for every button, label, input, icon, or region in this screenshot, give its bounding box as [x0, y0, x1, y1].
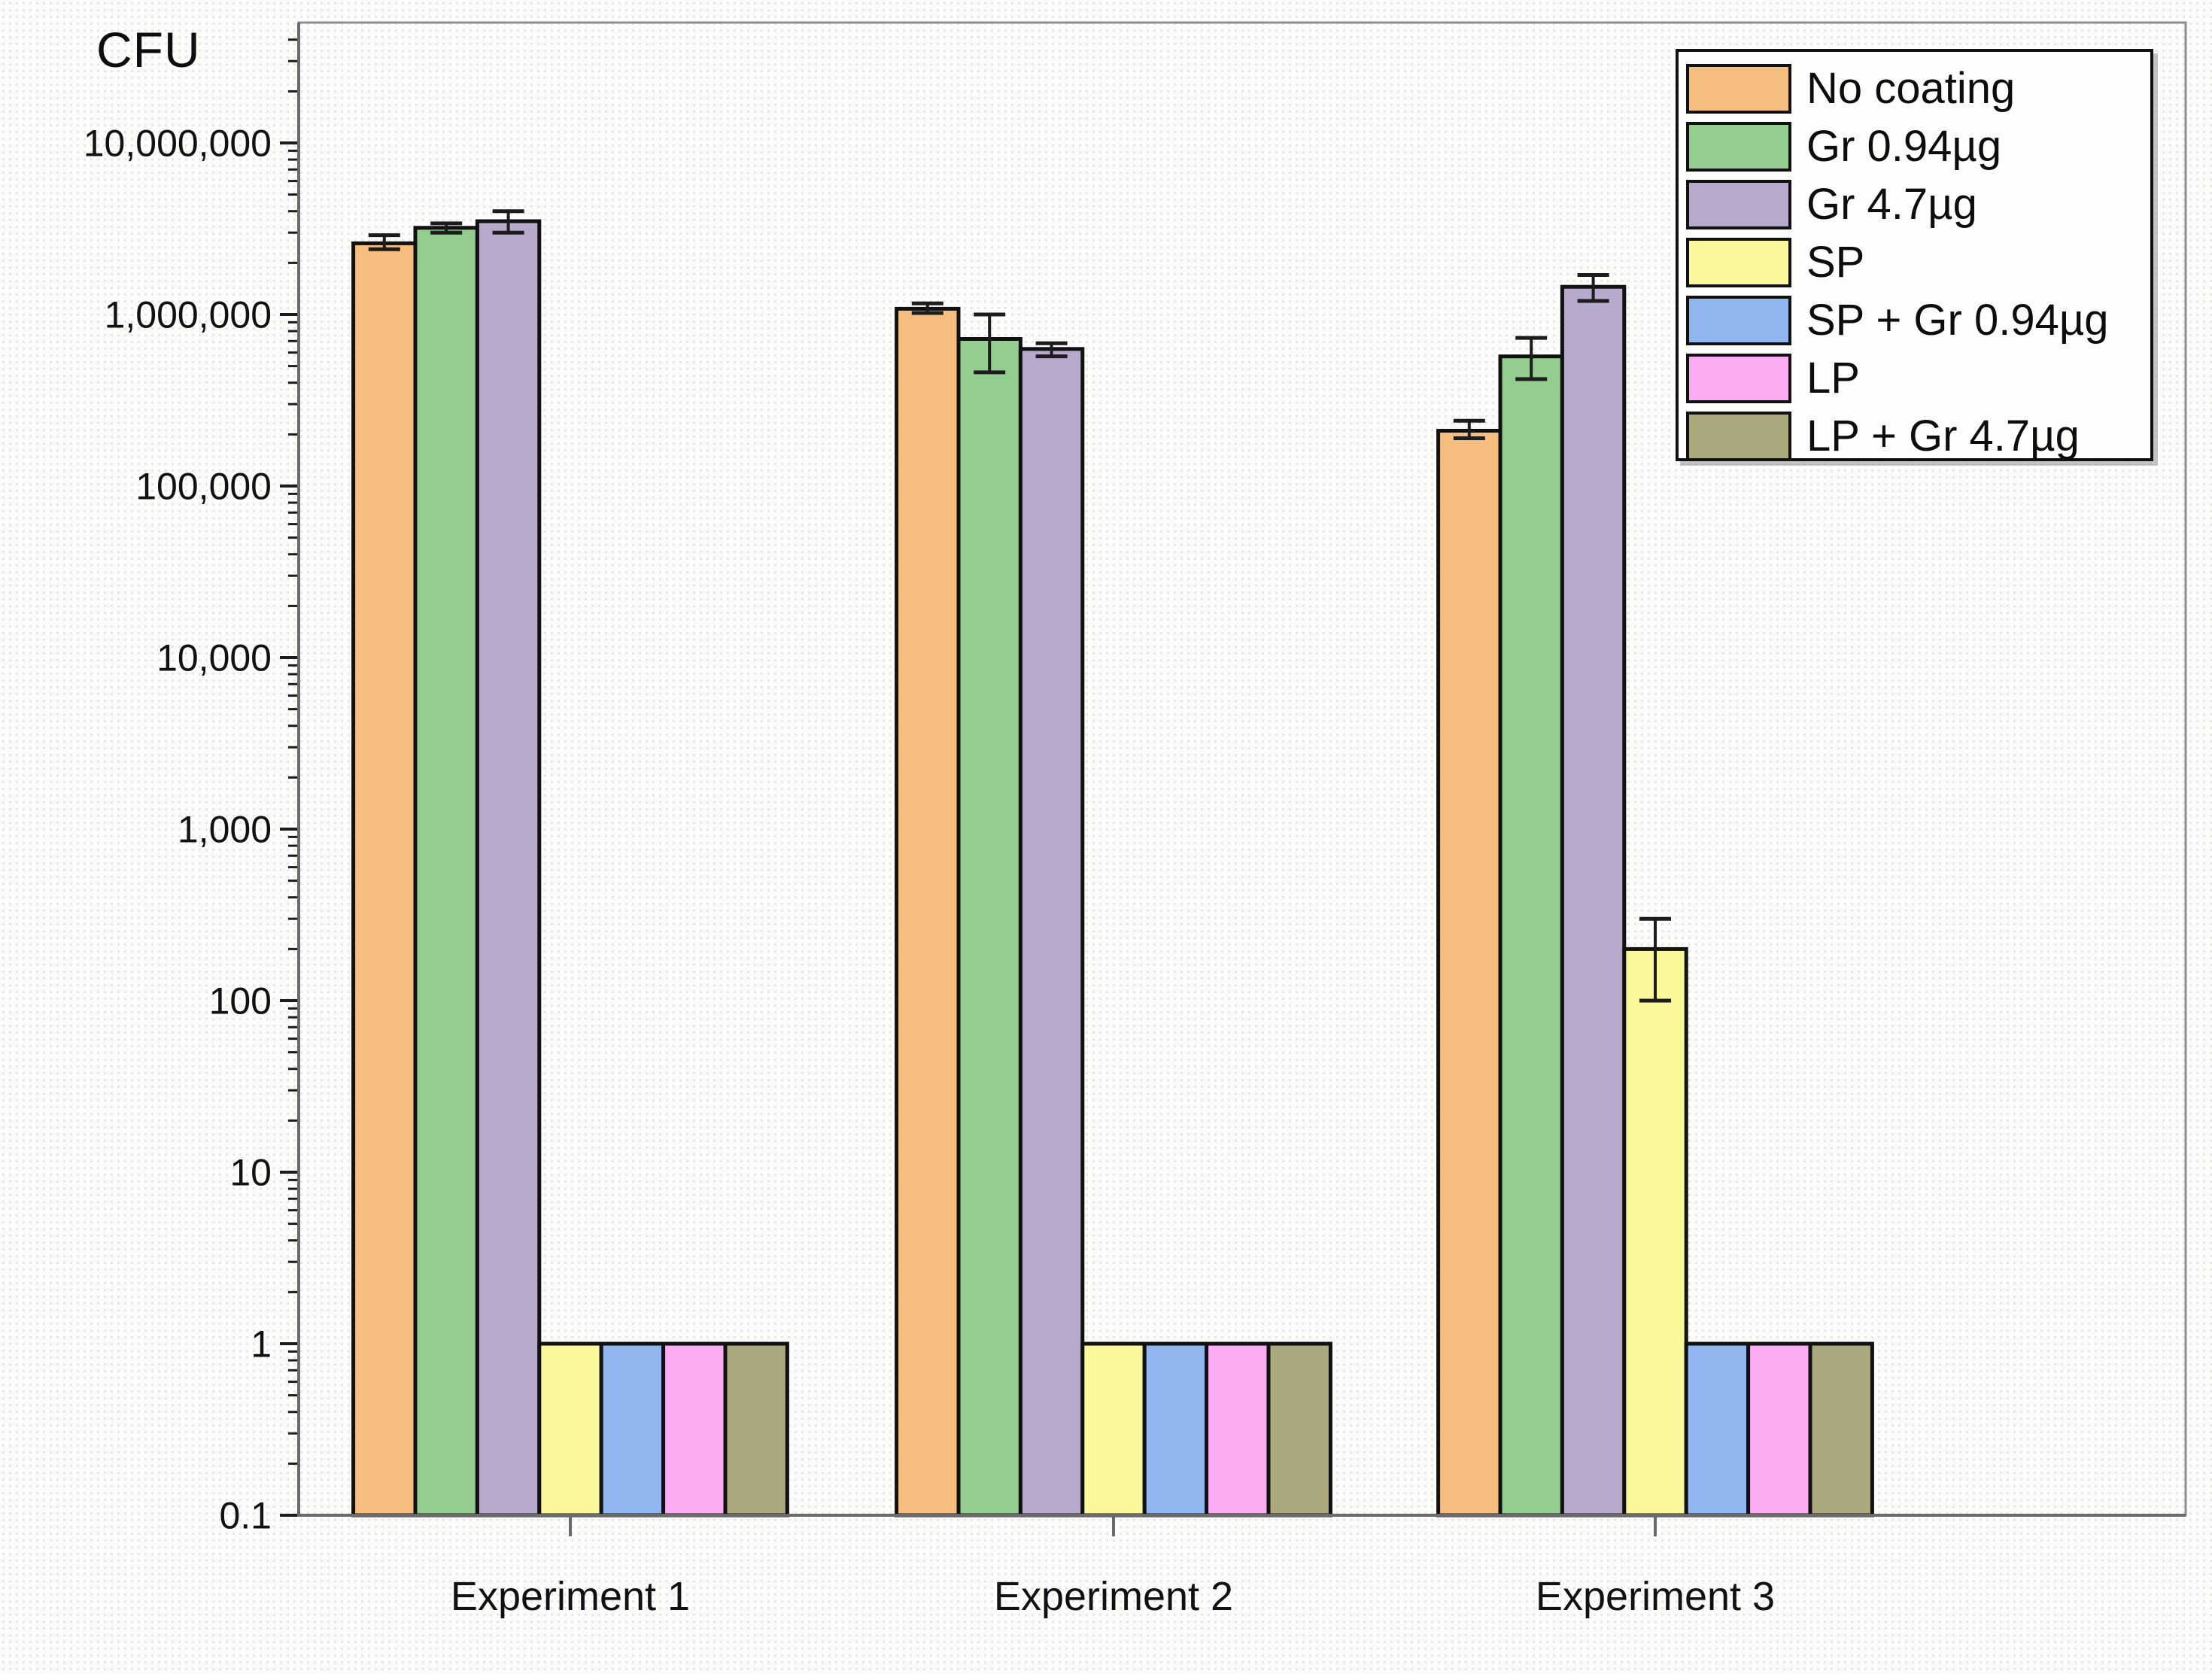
bar-s6-c2	[1808, 1341, 1874, 1518]
bar-s2-c1	[1018, 347, 1085, 1518]
legend-item-5: LP	[1686, 349, 2150, 407]
bar-s1-c1	[956, 337, 1022, 1518]
legend-item-1: Gr 0.94µg	[1686, 117, 2150, 175]
x-category-label: Experiment 1	[451, 1574, 690, 1619]
y-tick-label: 10,000,000	[84, 123, 272, 165]
legend-swatch-5	[1686, 353, 1791, 403]
y-tick-label: 100	[209, 980, 272, 1022]
legend-label-0: No coating	[1806, 63, 2016, 113]
bar-s2-c0	[475, 219, 542, 1518]
error-bar-s0-c2	[1453, 418, 1485, 440]
y-tick-label: 1,000,000	[105, 294, 272, 336]
legend-item-3: SP	[1686, 233, 2150, 291]
y-axis: 0.1 1 10 100 1,000 10,000 100,000 1,000,000 10,0…	[84, 38, 299, 1537]
legend-swatch-4	[1686, 295, 1791, 345]
bars-group	[351, 209, 1874, 1518]
legend-swatch-2	[1686, 179, 1791, 229]
legend-item-2: Gr 4.7µg	[1686, 175, 2150, 233]
y-tick-label: 1,000	[178, 809, 272, 851]
bar-s1-c0	[413, 226, 479, 1518]
legend-label-2: Gr 4.7µg	[1806, 179, 1977, 229]
bar-s3-c0	[537, 1341, 603, 1518]
legend-label-4: SP + Gr 0.94µg	[1806, 295, 2109, 345]
legend-item-0: No coating	[1686, 59, 2150, 117]
bar-s6-c0	[723, 1341, 789, 1518]
error-bar-s2-c0	[492, 209, 524, 235]
legend-label-1: Gr 0.94µg	[1806, 121, 2002, 171]
bar-s5-c2	[1746, 1341, 1812, 1518]
legend-swatch-3	[1686, 237, 1791, 287]
bar-s4-c2	[1684, 1341, 1751, 1518]
legend-swatch-0	[1686, 63, 1791, 114]
y-tick-label: 10,000	[156, 637, 272, 679]
y-tick-label: 0.1	[219, 1495, 272, 1537]
error-bar-s0-c0	[368, 233, 400, 251]
bar-s0-c2	[1436, 429, 1503, 1518]
bar-s0-c0	[351, 241, 418, 1518]
legend-label-6: LP + Gr 4.7µg	[1806, 411, 2080, 460]
legend-label-3: SP	[1806, 237, 1865, 287]
legend-item-4: SP + Gr 0.94µg	[1686, 291, 2150, 349]
bar-s6-c1	[1266, 1341, 1332, 1518]
error-bar-s2-c1	[1035, 341, 1068, 359]
legend-label-5: LP	[1806, 353, 1860, 403]
legend-swatch-1	[1686, 121, 1791, 172]
legend-item-6: LP + Gr 4.7µg	[1686, 407, 2150, 465]
bar-s4-c0	[599, 1341, 666, 1518]
x-axis: Experiment 1 Experiment 2 Experiment 3	[451, 1515, 1775, 1619]
bar-s0-c1	[895, 306, 961, 1518]
error-bar-s1-c1	[974, 312, 1006, 375]
error-bar-s0-c1	[911, 301, 943, 315]
error-bar-s1-c2	[1515, 336, 1548, 381]
error-bar-s1-c0	[430, 221, 463, 235]
x-category-label: Experiment 3	[1536, 1574, 1775, 1619]
bar-s5-c1	[1205, 1341, 1271, 1518]
legend-swatch-6	[1686, 411, 1791, 461]
bar-s3-c1	[1080, 1341, 1147, 1518]
bar-s5-c0	[661, 1341, 728, 1518]
bar-s1-c2	[1498, 354, 1564, 1518]
bar-s2-c2	[1560, 284, 1627, 1518]
error-bar-s3-c2	[1639, 916, 1671, 1003]
legend-box: No coating Gr 0.94µg Gr 4.7µg SP SP + Gr 0.9…	[1676, 49, 2153, 461]
y-tick-label: 100,000	[135, 466, 272, 508]
y-tick-label: 10	[229, 1152, 272, 1194]
bar-s3-c2	[1622, 946, 1688, 1518]
error-bar-s2-c2	[1577, 272, 1609, 303]
x-category-label: Experiment 2	[994, 1574, 1233, 1619]
bar-s4-c1	[1142, 1341, 1209, 1518]
y-axis-title: CFU	[96, 22, 201, 77]
y-tick-label: 1	[251, 1323, 272, 1366]
